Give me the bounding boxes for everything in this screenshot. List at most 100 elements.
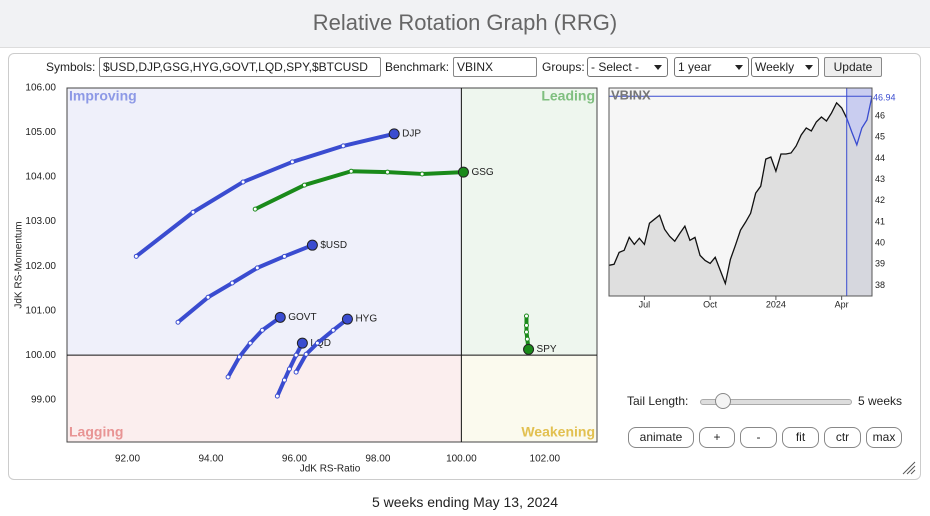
x-axis-label: JdK RS-Ratio	[300, 464, 361, 475]
y-tick-label: 104.00	[25, 172, 56, 183]
series-label: $USD	[320, 240, 347, 251]
animate-button[interactable]: animate	[628, 427, 694, 448]
series-point	[301, 182, 307, 188]
slider-track[interactable]	[700, 399, 852, 405]
y-tick-label: 105.00	[25, 127, 56, 138]
series-label: DJP	[402, 129, 421, 140]
series-label: HYG	[355, 314, 377, 325]
quadrant	[461, 355, 597, 442]
series-point	[175, 319, 181, 325]
series-head	[388, 128, 400, 140]
series-point	[286, 366, 292, 372]
y-tick-label: 100.00	[25, 350, 56, 361]
zoom-in-button[interactable]: +	[699, 427, 735, 448]
series-point	[281, 377, 287, 383]
series-tail	[134, 131, 397, 259]
y-axis-label: JdK RS-Momentum	[14, 221, 25, 308]
y-tick-label: 40	[875, 237, 885, 247]
series-point	[281, 253, 287, 259]
series-tail	[253, 169, 466, 212]
y-tick-label: 41	[875, 216, 885, 226]
series-point	[523, 322, 529, 328]
resize-grip	[906, 465, 916, 475]
benchmark-input[interactable]: VBINX	[453, 57, 537, 77]
x-tick-label: 92.00	[115, 454, 140, 465]
benchmark-label: Benchmark:	[385, 60, 450, 74]
y-tick-label: 99.00	[31, 394, 56, 405]
series-head	[341, 313, 353, 325]
x-tick-label: 102.00	[530, 454, 561, 465]
x-tick-label: 98.00	[365, 454, 390, 465]
series-point	[259, 327, 265, 333]
quadrant-label: Lagging	[69, 424, 123, 440]
plot-frame	[66, 87, 598, 443]
series-point	[524, 336, 530, 342]
symbols-label: Symbols:	[46, 60, 96, 74]
series-point	[254, 265, 260, 271]
y-tick-label: 43	[875, 174, 885, 184]
series-label: GOVT	[288, 312, 316, 323]
x-tick-label: Oct	[703, 299, 718, 309]
y-tick-label: 103.00	[25, 216, 56, 227]
x-tick-label: Apr	[835, 299, 849, 309]
y-tick-label: 102.00	[25, 261, 56, 272]
y-tick-label: 42	[875, 195, 885, 205]
footer-text: 5 weeks ending May 13, 2024	[371, 494, 558, 510]
symbols-input[interactable]: $USD,DJP,GSG,HYG,GOVT,LQD,SPY,$BTCUSD	[99, 57, 381, 77]
series-point	[314, 340, 320, 346]
y-tick-label: 45	[875, 132, 885, 142]
center-button[interactable]: ctr	[824, 427, 861, 448]
last-value-label: 46.94	[873, 93, 896, 103]
series-point	[419, 171, 425, 177]
series-point	[247, 340, 253, 346]
update-button[interactable]: Update	[824, 57, 882, 77]
quadrant-label: Weakening	[521, 424, 595, 440]
series-label: LQD	[310, 338, 331, 349]
chart-title: VBINX	[611, 87, 651, 102]
y-tick-label: 46	[875, 111, 885, 121]
x-tick-label: 2024	[766, 299, 786, 309]
series-point	[133, 253, 139, 259]
y-tick-label: 106.00	[25, 83, 56, 94]
series-head	[296, 337, 308, 349]
fit-button[interactable]: fit	[782, 427, 819, 448]
y-tick-label: 44	[875, 153, 885, 163]
zoom-out-button[interactable]: -	[740, 427, 777, 448]
series-label: SPY	[537, 344, 557, 355]
series-point	[523, 329, 529, 335]
tail-length-value: 5 weeks	[858, 394, 903, 408]
series-point	[385, 169, 391, 175]
price-line	[608, 101, 848, 286]
quadrant	[67, 355, 462, 442]
series-point	[225, 374, 231, 380]
frequency-select[interactable]: Weekly	[751, 57, 819, 77]
quadrant-label: Improving	[69, 88, 137, 104]
series-point	[330, 327, 336, 333]
series-point	[523, 313, 529, 319]
series-point	[348, 168, 354, 174]
slider-knob[interactable]	[715, 393, 731, 409]
series-point	[303, 351, 309, 357]
series-point	[205, 294, 211, 300]
series-point	[289, 159, 295, 165]
series-point	[240, 179, 246, 185]
max-button[interactable]: max	[866, 427, 902, 448]
y-tick-label: 39	[875, 259, 885, 269]
x-tick-label: 100.00	[446, 454, 477, 465]
x-tick-label: 96.00	[282, 454, 307, 465]
series-head	[274, 311, 286, 323]
resize-grip	[902, 461, 916, 475]
period-select[interactable]: 1 year	[674, 57, 749, 77]
series-point	[293, 369, 299, 375]
series-head	[523, 343, 535, 355]
series-point	[229, 280, 235, 286]
price-area	[609, 96, 872, 296]
series-point	[252, 206, 258, 212]
series-point	[190, 209, 196, 215]
series-point	[274, 393, 280, 399]
series-head	[306, 239, 318, 251]
groups-select[interactable]: - Select -	[587, 57, 668, 77]
series-label: GSG	[471, 167, 493, 178]
